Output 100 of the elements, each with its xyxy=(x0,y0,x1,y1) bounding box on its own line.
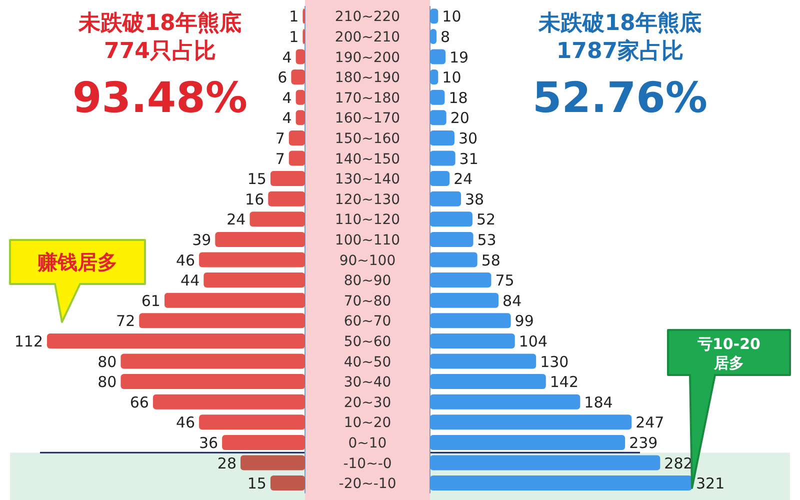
data-label: 58 xyxy=(481,251,500,270)
bar xyxy=(430,232,474,247)
data-label: 10 xyxy=(442,8,462,26)
bar xyxy=(430,272,492,288)
y-tick-label: 40~50 xyxy=(344,354,392,370)
bar xyxy=(199,252,305,268)
y-tick-label: 70~80 xyxy=(344,293,392,310)
y-tick-label: 0~10 xyxy=(348,435,387,452)
bar xyxy=(296,90,305,105)
bar xyxy=(430,455,660,470)
bar xyxy=(152,394,305,410)
y-tick-label: -10~-0 xyxy=(343,456,392,472)
bar xyxy=(430,70,438,85)
chart-title: 未跌破18年熊底 xyxy=(78,10,242,36)
y-tick-label: 20~30 xyxy=(344,394,392,411)
bar xyxy=(430,414,632,430)
data-label: 28 xyxy=(217,454,236,472)
y-tick-label: 100~110 xyxy=(334,232,400,248)
data-label: 247 xyxy=(636,414,664,432)
bar xyxy=(250,212,305,227)
text: 1787家占比 xyxy=(556,38,684,64)
data-label: 6 xyxy=(278,68,288,87)
y-tick-label: -20~-10 xyxy=(338,476,396,492)
data-label: 1 xyxy=(289,8,299,26)
data-label: 15 xyxy=(247,170,266,188)
y-tick-label: 140~150 xyxy=(334,151,400,168)
bar xyxy=(430,434,626,450)
bar xyxy=(430,313,511,328)
data-label: 8 xyxy=(440,28,450,46)
text: 774只占比 xyxy=(104,39,216,64)
bar xyxy=(430,130,454,146)
bar xyxy=(296,49,305,64)
data-label: 38 xyxy=(465,190,484,208)
y-tick-label: 150~160 xyxy=(334,130,400,147)
y-tick-label: 180~190 xyxy=(334,70,400,86)
data-label: 142 xyxy=(550,373,579,392)
bar xyxy=(288,130,305,146)
data-label: 39 xyxy=(192,230,212,249)
y-tick-label: 210~220 xyxy=(334,9,400,26)
data-label: 112 xyxy=(14,332,43,350)
data-label: 239 xyxy=(629,434,658,452)
data-label: 52 xyxy=(476,210,496,229)
data-label: 321 xyxy=(696,474,725,493)
bar xyxy=(430,212,472,227)
chart-title: 未跌破18年熊底 xyxy=(538,10,702,36)
data-label: 10 xyxy=(442,68,462,87)
y-tick-label: 170~180 xyxy=(334,90,400,106)
data-label: 61 xyxy=(141,292,160,310)
data-label: 46 xyxy=(176,414,196,432)
bar xyxy=(291,70,305,85)
y-tick-label: 30~40 xyxy=(344,374,392,391)
bar xyxy=(430,171,450,186)
y-tick-label: 190~200 xyxy=(334,50,400,66)
bar xyxy=(430,110,446,126)
data-label: 24 xyxy=(454,170,473,188)
data-label: 31 xyxy=(459,150,478,168)
bar xyxy=(240,455,305,470)
y-tick-label: 80~90 xyxy=(344,273,392,290)
bar xyxy=(430,28,437,44)
data-label: 7 xyxy=(275,129,285,148)
y-tick-label: 110~120 xyxy=(334,212,400,228)
data-label: 84 xyxy=(502,292,522,310)
y-tick-label: 10~20 xyxy=(344,415,392,432)
bar xyxy=(222,434,305,450)
y-tick-label: 130~140 xyxy=(334,172,400,188)
bar xyxy=(199,414,305,430)
bar xyxy=(430,292,499,308)
data-label: 72 xyxy=(116,312,136,330)
data-label: 18 xyxy=(448,88,468,107)
bar xyxy=(430,191,462,206)
bar xyxy=(430,394,580,410)
bar xyxy=(296,110,305,126)
bar xyxy=(430,333,515,348)
data-label: 15 xyxy=(247,474,266,493)
data-label: 7 xyxy=(275,150,285,168)
data-label: 130 xyxy=(540,352,569,371)
y-tick-label: 60~70 xyxy=(344,314,392,330)
data-label: 24 xyxy=(226,210,246,229)
bar xyxy=(120,354,305,369)
data-label: 4 xyxy=(282,109,292,128)
data-label: 1 xyxy=(289,28,299,46)
bar xyxy=(430,374,546,390)
annotation: 52.76% xyxy=(532,73,708,122)
bar xyxy=(270,171,305,186)
annotation: 赚钱居多 xyxy=(36,250,118,274)
data-label: 46 xyxy=(176,251,196,270)
bar xyxy=(430,150,456,166)
data-label: 99 xyxy=(514,312,534,330)
data-label: 4 xyxy=(282,48,292,66)
y-tick-label: 90~100 xyxy=(339,252,396,269)
data-label: 184 xyxy=(584,393,613,412)
data-label: 16 xyxy=(245,190,264,208)
bar xyxy=(430,49,446,64)
data-label: 80 xyxy=(98,373,117,392)
y-tick-label: 160~170 xyxy=(334,110,400,127)
data-label: 104 xyxy=(518,332,548,350)
bar xyxy=(430,476,692,491)
bar xyxy=(139,313,305,328)
bar xyxy=(430,354,536,369)
data-label: 30 xyxy=(458,129,478,148)
